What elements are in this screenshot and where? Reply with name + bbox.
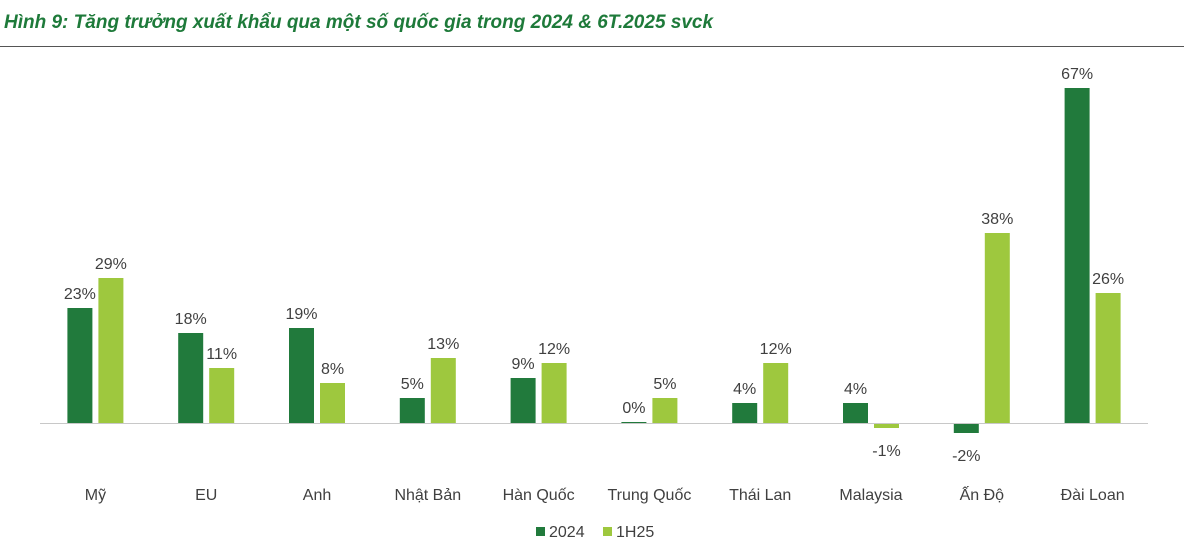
value-label-1H25-0: 29% [95, 256, 127, 273]
value-label-1H25-6: 12% [760, 341, 792, 358]
category-label-4: Hàn Quốc [503, 487, 575, 504]
value-label-1H25-5: 5% [653, 376, 676, 393]
bar-1H25-3 [430, 358, 456, 423]
legend-swatch-2024 [536, 527, 545, 536]
bar-2024-1 [178, 333, 204, 423]
bar-2024-8 [953, 423, 979, 433]
legend-label-1H25: 1H25 [616, 524, 654, 541]
bar-2024-7 [843, 403, 868, 423]
value-label-1H25-7: -1% [872, 443, 900, 460]
category-label-6: Thái Lan [729, 487, 791, 504]
value-labels-layer: 23%29%18%11%19%8%5%13%9%12%0%5% 4%12%4%-1… [64, 66, 1124, 465]
bar-2024-2 [289, 328, 314, 423]
value-label-2024-9: 67% [1061, 66, 1093, 83]
value-label-2024-5: 0% [622, 400, 645, 417]
category-label-3: Nhật Bản [394, 487, 461, 504]
value-label-1H25-4: 12% [538, 341, 570, 358]
title-divider [0, 46, 1184, 47]
bar-2024-4 [510, 378, 536, 423]
value-label-1H25-3: 13% [427, 336, 459, 353]
category-label-0: Mỹ [85, 487, 106, 504]
category-label-2: Anh [303, 487, 331, 504]
bar-2024-6 [732, 403, 758, 423]
category-label-1: EU [195, 487, 217, 504]
category-label-5: Trung Quốc [607, 487, 691, 504]
bar-1H25-2 [320, 383, 345, 423]
bar-1H25-6 [763, 363, 789, 423]
bar-2024-5 [621, 422, 647, 423]
legend-swatch-1H25 [603, 527, 612, 536]
bar-2024-9 [1064, 88, 1090, 423]
value-label-2024-3: 5% [401, 376, 424, 393]
category-label-8: Ấn Độ [960, 485, 1005, 504]
category-labels-layer: Mỹ EU Anh Nhật Bản Hàn Quốc Trung Quốc Thái La… [85, 485, 1125, 504]
bar-1H25-0 [98, 278, 124, 423]
bar-1H25-5 [652, 398, 678, 423]
bar-1H25-7 [874, 423, 899, 428]
category-label-9: Đài Loan [1061, 487, 1125, 504]
value-label-1H25-9: 26% [1092, 271, 1124, 288]
value-label-1H25-8: 38% [981, 211, 1013, 228]
value-label-2024-4: 9% [512, 356, 535, 373]
category-label-7: Malaysia [839, 487, 902, 504]
value-label-2024-6: 4% [733, 381, 756, 398]
value-label-2024-8: -2% [952, 448, 980, 465]
value-label-1H25-2: 8% [321, 361, 344, 378]
value-label-2024-7: 4% [844, 381, 867, 398]
value-label-2024-0: 23% [64, 286, 96, 303]
legend-label-2024: 2024 [549, 524, 585, 541]
value-label-2024-2: 19% [285, 306, 317, 323]
bar-1H25-9 [1095, 293, 1121, 423]
bar-1H25-4 [541, 363, 567, 423]
value-label-1H25-1: 11% [206, 346, 237, 363]
bars-layer [67, 88, 1121, 433]
value-label-2024-1: 18% [175, 311, 207, 328]
bar-1H25-8 [984, 233, 1010, 423]
bar-1H25-1 [209, 368, 235, 423]
bar-2024-0 [67, 308, 93, 423]
figure-title: Hình 9: Tăng trưởng xuất khẩu qua một số… [4, 12, 714, 33]
legend: 2024 1H25 [536, 524, 654, 541]
bar-2024-3 [399, 398, 425, 423]
